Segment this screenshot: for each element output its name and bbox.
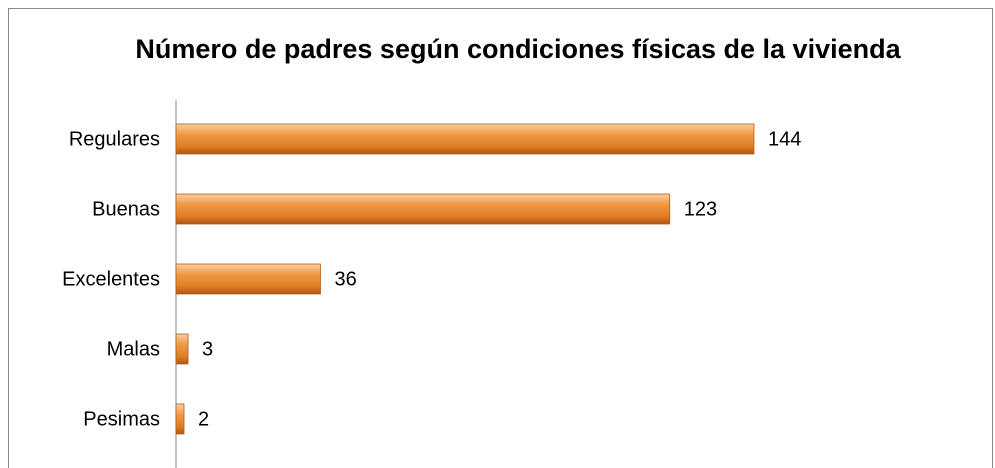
y-tick-label: Excelentes [62,268,160,290]
bar [175,193,671,225]
bar [175,403,185,435]
value-label: 3 [202,338,213,360]
value-label: 2 [198,408,209,430]
y-tick-label: Pesimas [83,408,160,430]
y-tick-label: Regulares [69,128,160,150]
value-label: 123 [684,198,717,220]
value-label: 144 [768,128,801,150]
y-tick-label: Buenas [92,198,160,220]
chart-border [8,8,993,468]
bar [175,263,321,295]
chart-title: Número de padres según condiciones físic… [135,34,901,64]
bar [175,333,189,365]
y-tick-label: Malas [107,338,160,360]
bar [175,123,755,155]
value-label: 36 [335,268,357,290]
